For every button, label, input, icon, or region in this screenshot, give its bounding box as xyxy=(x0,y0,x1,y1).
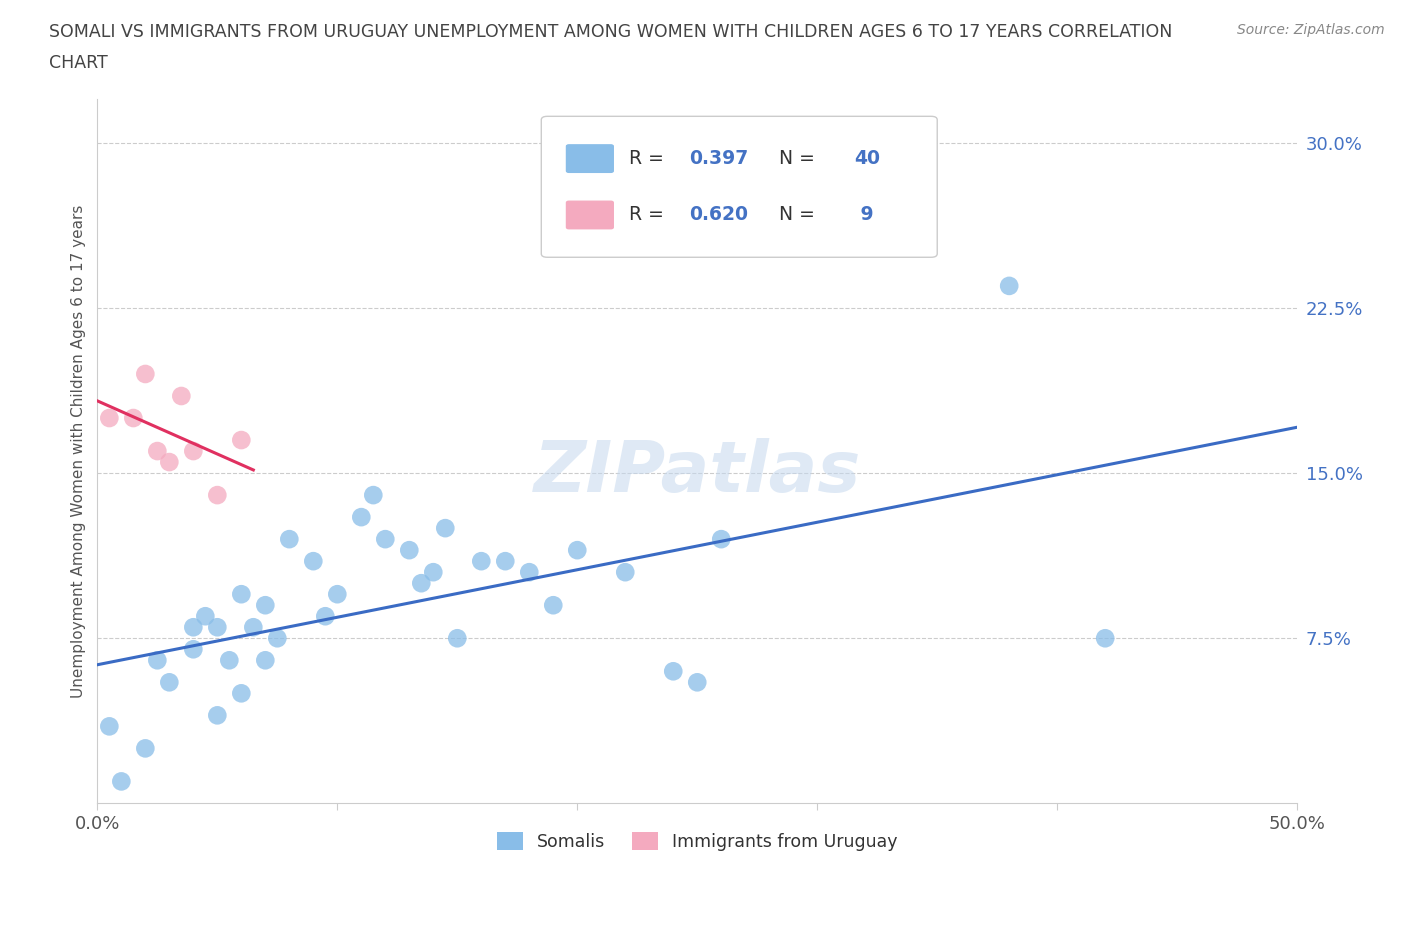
Point xyxy=(662,664,685,679)
FancyBboxPatch shape xyxy=(567,145,613,172)
Y-axis label: Unemployment Among Women with Children Ages 6 to 17 years: Unemployment Among Women with Children A… xyxy=(72,205,86,698)
Point xyxy=(398,543,420,558)
Point xyxy=(183,444,205,458)
Point xyxy=(207,708,229,723)
Point xyxy=(422,565,444,579)
Point xyxy=(207,487,229,502)
FancyBboxPatch shape xyxy=(541,116,938,258)
Point xyxy=(350,510,373,525)
Point xyxy=(98,719,121,734)
Text: CHART: CHART xyxy=(49,54,108,72)
Point xyxy=(314,609,336,624)
Point xyxy=(98,410,121,425)
Point xyxy=(134,366,156,381)
Point xyxy=(170,389,193,404)
Point xyxy=(1094,631,1116,645)
Point xyxy=(470,553,492,568)
Legend: Somalis, Immigrants from Uruguay: Somalis, Immigrants from Uruguay xyxy=(491,826,904,858)
Point xyxy=(122,410,145,425)
Point xyxy=(363,487,385,502)
Text: 0.397: 0.397 xyxy=(689,149,748,168)
Point xyxy=(254,653,277,668)
Point xyxy=(710,532,733,547)
Point xyxy=(157,675,180,690)
Text: 0.620: 0.620 xyxy=(689,206,748,224)
Point xyxy=(567,543,589,558)
Point xyxy=(686,675,709,690)
Text: 9: 9 xyxy=(855,206,875,224)
Point xyxy=(446,631,468,645)
Point xyxy=(231,587,253,602)
Point xyxy=(494,553,516,568)
Point xyxy=(278,532,301,547)
Point xyxy=(157,455,180,470)
Text: N =: N = xyxy=(766,149,821,168)
Point xyxy=(134,741,156,756)
Point xyxy=(543,598,565,613)
Point xyxy=(183,619,205,634)
Text: R =: R = xyxy=(628,149,669,168)
FancyBboxPatch shape xyxy=(567,201,613,229)
Point xyxy=(411,576,433,591)
Text: N =: N = xyxy=(766,206,821,224)
Point xyxy=(183,642,205,657)
Point xyxy=(302,553,325,568)
Point xyxy=(218,653,240,668)
Text: R =: R = xyxy=(628,206,669,224)
Point xyxy=(614,565,637,579)
Point xyxy=(146,653,169,668)
Point xyxy=(110,774,132,789)
Point xyxy=(242,619,264,634)
Point xyxy=(231,432,253,447)
Point xyxy=(266,631,288,645)
Point xyxy=(254,598,277,613)
Point xyxy=(517,565,540,579)
Point xyxy=(231,686,253,701)
Point xyxy=(998,278,1021,293)
Text: Source: ZipAtlas.com: Source: ZipAtlas.com xyxy=(1237,23,1385,37)
Point xyxy=(207,619,229,634)
Text: 40: 40 xyxy=(855,149,880,168)
Point xyxy=(146,444,169,458)
Point xyxy=(374,532,396,547)
Text: ZIPatlas: ZIPatlas xyxy=(533,438,860,507)
Point xyxy=(194,609,217,624)
Point xyxy=(434,521,457,536)
Point xyxy=(326,587,349,602)
Text: SOMALI VS IMMIGRANTS FROM URUGUAY UNEMPLOYMENT AMONG WOMEN WITH CHILDREN AGES 6 : SOMALI VS IMMIGRANTS FROM URUGUAY UNEMPL… xyxy=(49,23,1173,41)
